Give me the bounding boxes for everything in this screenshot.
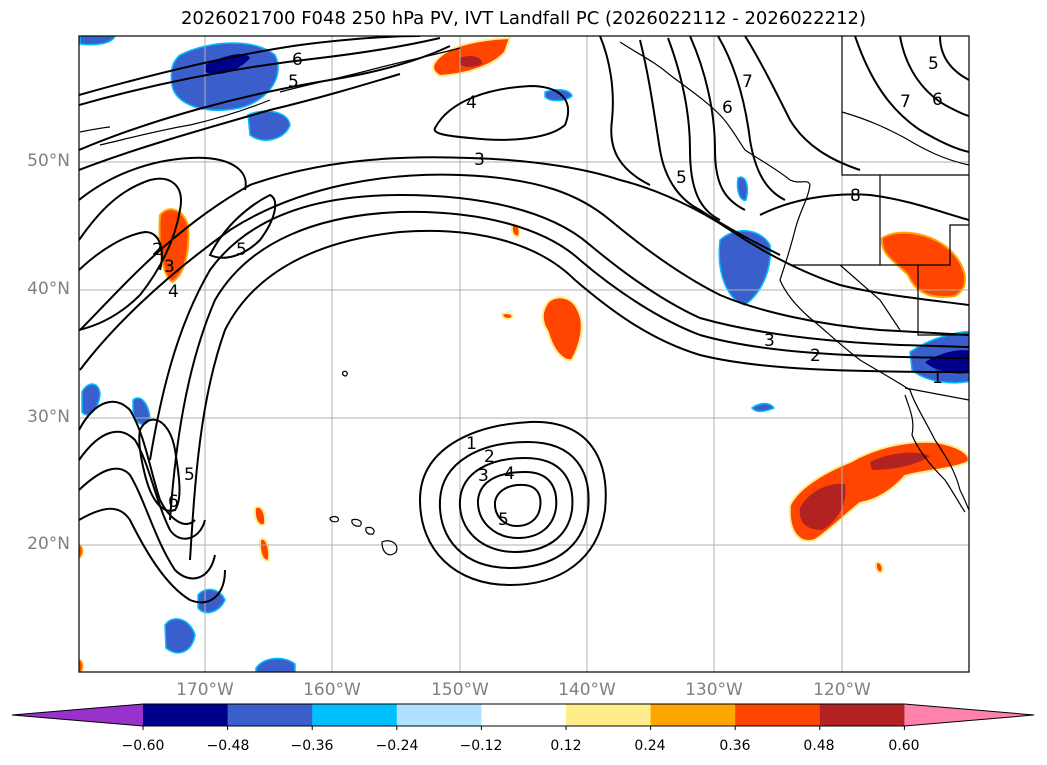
lat-label-40n: 40°N bbox=[27, 279, 70, 299]
colorbar-segment bbox=[396, 704, 482, 726]
pc-contours bbox=[79, 36, 969, 604]
colorbar-segment bbox=[481, 704, 567, 726]
colorbar-tick-label: −0.24 bbox=[375, 738, 419, 754]
colorbar-extend-low bbox=[12, 704, 143, 726]
colorbar-segment bbox=[143, 704, 229, 726]
contour-label: 3 bbox=[474, 150, 485, 170]
colorbar-segment bbox=[227, 704, 313, 726]
contour-label: 6 bbox=[932, 90, 943, 110]
colorbar-tick-label: 0.48 bbox=[803, 738, 835, 754]
contour-label: 2 bbox=[484, 447, 495, 467]
islands bbox=[329, 370, 398, 556]
map-title: 2026021700 F048 250 hPa PV, IVT Landfall… bbox=[180, 8, 867, 29]
colorbar-tick-label: 0.24 bbox=[634, 738, 666, 754]
contour-label: 5 bbox=[288, 72, 299, 92]
contour-label: 1 bbox=[932, 368, 943, 388]
lon-label-120w: 120°W bbox=[813, 680, 871, 700]
lon-label-150w: 150°W bbox=[431, 680, 489, 700]
colorbar-segment bbox=[312, 704, 398, 726]
contour-label: 7 bbox=[742, 72, 753, 92]
contour-label: 3 bbox=[764, 331, 775, 351]
lon-label-160w: 160°W bbox=[303, 680, 361, 700]
colorbar-segment bbox=[819, 704, 905, 726]
colorbar-segment bbox=[650, 704, 736, 726]
contour-label: 5 bbox=[676, 168, 687, 188]
coastlines bbox=[79, 36, 969, 513]
colorbar-extend-high bbox=[904, 704, 1034, 726]
contour-label: 5 bbox=[236, 240, 247, 260]
contour-label: 3 bbox=[478, 466, 489, 486]
contour-label: 2 bbox=[810, 346, 821, 366]
colorbar-tick-label: 0.36 bbox=[719, 738, 751, 754]
colorbar-tick-label: −0.12 bbox=[459, 738, 503, 754]
contour-label: 8 bbox=[850, 186, 861, 206]
colorbar-segment bbox=[566, 704, 652, 726]
colorbar bbox=[11, 703, 1035, 730]
contour-label: 4 bbox=[168, 282, 179, 302]
contour-label: 6 bbox=[292, 50, 303, 70]
contour-label: 4 bbox=[504, 464, 515, 484]
contour-label: 5 bbox=[928, 54, 939, 74]
contour-label: 5 bbox=[184, 465, 195, 485]
lon-label-140w: 140°W bbox=[558, 680, 616, 700]
contour-label: 1 bbox=[466, 434, 477, 454]
colorbar-segment bbox=[735, 704, 821, 726]
lon-label-130w: 130°W bbox=[685, 680, 743, 700]
contour-label: 6 bbox=[722, 98, 733, 118]
lon-label-170w: 170°W bbox=[176, 680, 234, 700]
contour-label: 4 bbox=[466, 93, 477, 113]
colorbar-tick-label: 0.60 bbox=[888, 738, 920, 754]
colorbar-tick-label: −0.48 bbox=[206, 738, 250, 754]
colorbar-tick-label: −0.60 bbox=[121, 738, 165, 754]
plot-frame bbox=[78, 35, 970, 673]
contour-label: 3 bbox=[164, 257, 175, 277]
colorbar-tick-label: −0.36 bbox=[290, 738, 334, 754]
lat-label-50n: 50°N bbox=[27, 151, 70, 171]
contour-label: 2 bbox=[152, 240, 163, 260]
contour-label: 5 bbox=[498, 510, 509, 530]
lat-label-20n: 20°N bbox=[27, 534, 70, 554]
contour-label: 6 bbox=[168, 492, 179, 512]
contour-label: 7 bbox=[900, 92, 911, 112]
colorbar-tick-label: 0.12 bbox=[550, 738, 582, 754]
lat-label-30n: 30°N bbox=[27, 407, 70, 427]
